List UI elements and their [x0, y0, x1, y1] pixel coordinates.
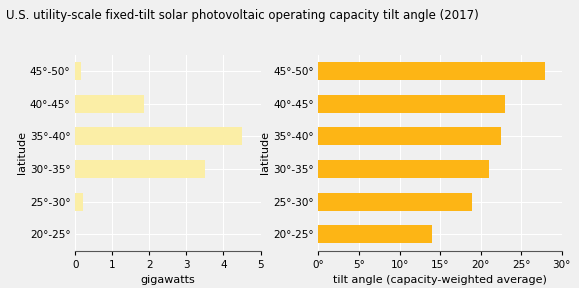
Bar: [318, 160, 489, 178]
Bar: [318, 225, 432, 243]
Bar: [75, 193, 83, 211]
Text: U.S. utility-scale fixed-tilt solar photovoltaic operating capacity tilt angle (: U.S. utility-scale fixed-tilt solar phot…: [6, 9, 478, 22]
Bar: [75, 127, 242, 145]
Bar: [318, 95, 505, 113]
Bar: [75, 160, 205, 178]
Bar: [318, 193, 472, 211]
Y-axis label: latitude: latitude: [260, 131, 270, 174]
X-axis label: tilt angle (capacity-weighted average): tilt angle (capacity-weighted average): [333, 275, 547, 285]
Bar: [318, 127, 501, 145]
X-axis label: gigawatts: gigawatts: [141, 275, 195, 285]
Bar: [75, 95, 144, 113]
Bar: [318, 62, 545, 80]
Y-axis label: latitude: latitude: [17, 131, 27, 174]
Bar: [75, 62, 81, 80]
